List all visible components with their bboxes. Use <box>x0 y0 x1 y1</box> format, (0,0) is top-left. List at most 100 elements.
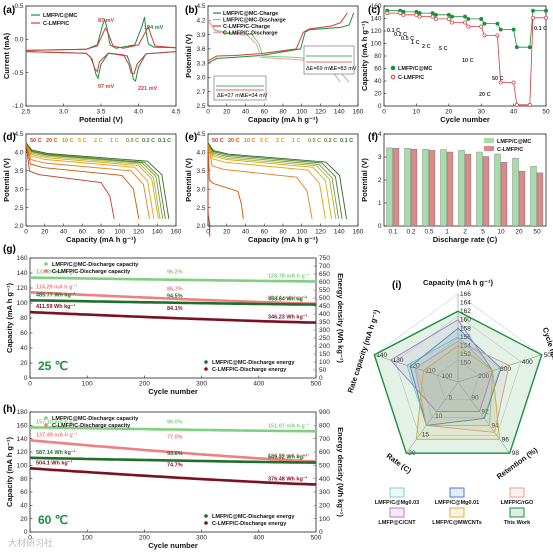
panel-i-spoke <box>406 381 459 454</box>
panel-i-axis-tick: 166 <box>460 291 471 298</box>
panel-f-bar <box>404 148 411 227</box>
panel-c-point <box>544 15 548 20</box>
panel-e-xtick-label: 160 <box>353 229 364 236</box>
panel-i-axis-tick: 150 <box>460 360 471 367</box>
panel-g-ytick-label: 60 <box>20 330 28 337</box>
panel-h-series-line <box>29 426 317 433</box>
panel-i-legend-label: LMFP/C@Mg0.03 <box>375 500 419 506</box>
panel-a-xtick-label: 4.0 <box>134 109 143 116</box>
panel-h-ytick-label: 60 <box>20 489 28 496</box>
panel-e-rate-label: 5 C <box>260 138 269 144</box>
panel-c-point <box>433 16 438 21</box>
panel-g-series-line <box>29 276 316 283</box>
panel-g-series-line <box>29 291 317 305</box>
panel-a-xtick-label: 3.5 <box>96 109 105 116</box>
panel-e-rate-label: 2 C <box>276 138 285 144</box>
panel-e-rate-label: 20 C <box>228 138 240 144</box>
panel-f-bar <box>422 148 429 227</box>
panel-g-legend-label: C-LMFP/C-Discharge capacity <box>52 269 131 275</box>
panel-b-xtick-label: 20 <box>223 109 231 116</box>
panel-c-ytick-label: 80 <box>374 53 382 60</box>
panel-c-point <box>495 21 500 26</box>
panel-g-legend-label: LMFP/C@MC-Discharge energy <box>212 360 295 366</box>
panel-i-grid-ring <box>394 315 522 436</box>
panel-g-y2tick-label: 500 <box>319 295 330 302</box>
panel-h-y2tick-label: 100 <box>319 516 330 523</box>
panel-d-rate-label: 0.1 C <box>158 138 171 144</box>
panel-a-ytick-label: -0.5 <box>12 70 24 77</box>
panel-g-value-label: 86.7% <box>167 286 183 292</box>
panel-i-axis-tick: 400 <box>522 359 533 366</box>
watermark-text: 大材研习社 <box>8 537 53 548</box>
panel-c-annotation: 0.2 C <box>394 32 407 38</box>
panel-b-ylabel: Potential (V) <box>184 34 193 78</box>
panel-d-xtick-label: 80 <box>97 229 105 236</box>
panel-e-ytick-label: 4.0 <box>196 150 205 157</box>
panel-e-rate-curve <box>207 142 343 219</box>
panel-g-value-label: 94.5% <box>167 293 183 299</box>
panel-h-ytick-label: 140 <box>17 436 28 443</box>
panel-f-bar <box>410 148 418 227</box>
panel-c-point <box>531 8 535 13</box>
panel-b-ytick-label: 2.5 <box>196 103 205 110</box>
panel-i-axis-tick: 156 <box>460 334 471 341</box>
panel-g-value-label: 128.78 mA h g⁻¹ <box>268 272 310 279</box>
panel-e-rate-label: 0.2 C <box>324 138 337 144</box>
panel-f-ytick-label: 2 <box>378 177 382 184</box>
panel-e-rate-curve <box>207 142 326 219</box>
panel-i-legend-swatch <box>389 507 405 518</box>
panel-i-axis-tick: 160 <box>460 317 471 324</box>
panel-b-annotation: ΔE=69 mV <box>306 66 333 72</box>
panel-d-rate-curve <box>25 142 166 219</box>
panel-a-xlabel: Potential (V) <box>79 115 123 124</box>
panel-b-xtick-label: 160 <box>353 109 364 116</box>
panel-h-value-label: 137.49 mA h g⁻¹ <box>36 431 78 438</box>
panel-a-annotation: 221 mV <box>138 86 158 92</box>
panel-i-spoke <box>457 381 510 454</box>
panel-g-legend-swatch <box>204 360 208 364</box>
panel-g-series-line <box>29 299 317 306</box>
panel-d-letter: (d) <box>3 132 16 143</box>
panel-d-rate-curve <box>25 142 150 219</box>
panel-b-xtick-label: 40 <box>242 109 250 116</box>
panel-g-y2tick-label: 0 <box>319 375 323 382</box>
panel-e-xtick-label: 140 <box>334 229 345 236</box>
panel-g-y2tick-label: 200 <box>319 343 330 350</box>
panel-g-y2tick-label: 600 <box>319 279 330 286</box>
panel-a-xtick-label: 2.5 <box>21 109 30 116</box>
panel-d-rate-curve <box>25 142 155 219</box>
panel-d-rate-label: 10 C <box>62 138 74 144</box>
panel-c-ytick-label: 60 <box>374 66 382 73</box>
panel-b-series-line <box>207 12 355 64</box>
panel-d-xtick-label: 60 <box>79 229 87 236</box>
panel-g-legend-swatch <box>204 367 208 371</box>
panel-g-xtick-label: 0 <box>28 381 32 388</box>
panel-h-value-label: 549.32 Wh kg⁻¹ <box>268 454 308 461</box>
panel-b-annotation: ΔE=83 mV <box>330 66 357 72</box>
panel-c-legend-label: LMFP/C@MC <box>398 66 432 72</box>
panel-e-ytick-label: 2.0 <box>196 223 205 230</box>
panel-b-xtick-label: 100 <box>296 109 307 116</box>
panel-h-ytick-label: 180 <box>17 409 28 416</box>
panel-i-axis-tick: 158 <box>460 325 471 332</box>
panel-i-legend-label: LMFP/C/rGO <box>501 500 534 506</box>
panel-b-legend-label: LMFP/C@MC-Charge <box>223 11 278 17</box>
panel-f-bar <box>440 149 447 227</box>
panel-c-ytick-label: 120 <box>371 28 382 35</box>
panel-h-y2tick-label: 0 <box>319 529 323 536</box>
panel-g-series-line <box>29 310 317 324</box>
panel-a-axes: 2.5 3.0 3.5 4.0 4.5 -1.0 -0.5 0.0 0.5 Potential (… <box>2 3 181 124</box>
panel-b-letter: (b) <box>185 5 198 16</box>
panel-h-y2tick-label: 500 <box>319 463 330 470</box>
panel-h-value-label: 587.14 Wh kg⁻¹ <box>36 449 76 456</box>
panel-c-letter: (c) <box>368 5 380 16</box>
panel-f-xtick-label: 2 <box>463 229 467 236</box>
panel-b-annotation: ΔE=34 mV <box>241 93 268 99</box>
panel-i-spoke <box>457 354 542 383</box>
panel-h-ytick-label: 20 <box>20 516 28 523</box>
panel-a-xtick-label: 3.0 <box>59 109 68 116</box>
panel-i-series-polygon <box>373 310 543 454</box>
panel-h-value-label: 151.07 mA h g⁻¹ <box>268 422 310 429</box>
panel-h-xtick-label: 100 <box>82 535 93 542</box>
panel-i-axis-tick: 94 <box>492 422 500 429</box>
